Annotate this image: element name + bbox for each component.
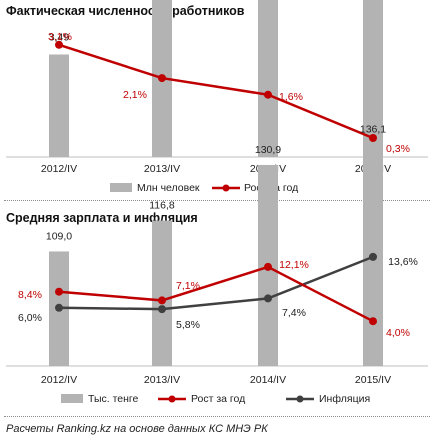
growth-point <box>55 287 63 296</box>
growth-label: 4,0% <box>386 327 410 339</box>
growth-label: 7,1% <box>176 280 200 292</box>
x-tick-label: 2012/IV <box>41 163 77 175</box>
bar-workforce-2014-IV <box>258 0 278 157</box>
growth-point <box>158 296 166 305</box>
legend-growth-marker <box>168 395 176 403</box>
line-growth-series <box>58 265 374 323</box>
x-tick-label: 2014/IV <box>250 374 286 386</box>
growth-point <box>369 317 377 326</box>
inflation-point <box>369 252 377 261</box>
x-tick-label: 2015/IV <box>355 374 391 386</box>
chart-1-title: Фактическая численность работников <box>6 4 245 18</box>
line-inflation-series <box>58 255 374 311</box>
bar-label: 116,8 <box>149 200 175 212</box>
growth-label: 2,1% <box>123 89 147 101</box>
bar-workforce-2015-IV <box>363 0 383 157</box>
growth-label: 1,6% <box>279 91 303 103</box>
inflation-point <box>55 303 63 312</box>
growth-label: 12,1% <box>279 259 309 271</box>
bar-label: 130,9 <box>255 144 281 156</box>
x-tick-label: 2013/IV <box>144 163 180 175</box>
x-tick-label: 2013/IV <box>144 374 180 386</box>
legend-growth-label: Рост за год <box>191 393 245 405</box>
inflation-label: 6,0% <box>18 312 42 324</box>
inflation-label: 7,4% <box>282 307 306 319</box>
growth-point <box>158 74 166 83</box>
inflation-label: 5,8% <box>176 319 200 331</box>
legend-inflation-label: Инфляция <box>319 393 370 405</box>
chart-1-workforce: 3,493,563,623,633,1%2,1%1,6%0,3%2012/IV2… <box>6 0 428 194</box>
growth-point <box>55 40 63 49</box>
bar-label: 109,0 <box>46 230 72 242</box>
legend-growth-marker <box>222 184 230 192</box>
source-note: Расчеты Ranking.kz на основе данных КС М… <box>6 423 268 435</box>
growth-point <box>264 262 272 271</box>
bar-salary-2013-IV <box>152 220 172 366</box>
bar-label: 136,1 <box>360 123 386 135</box>
inflation-label: 13,6% <box>388 256 418 268</box>
bar-workforce-2012-IV <box>49 54 69 157</box>
legend-bar-swatch <box>110 183 132 192</box>
legend-bar-swatch <box>61 394 83 403</box>
x-tick-label: 2012/IV <box>41 374 77 386</box>
bar-label: 3,49 <box>49 31 70 43</box>
growth-point <box>369 134 377 143</box>
inflation-point <box>158 305 166 314</box>
growth-label: 8,4% <box>18 289 42 301</box>
footer-divider <box>4 416 430 417</box>
chart-2-title: Средняя зарплата и инфляция <box>6 211 198 225</box>
legend-bar-label: Млн человек <box>137 182 200 194</box>
growth-label: 0,3% <box>386 143 410 155</box>
growth-label: 3,1% <box>48 31 72 43</box>
chart-divider <box>4 200 430 201</box>
legend-bar-label: Тыс. тенге <box>88 393 139 405</box>
inflation-point <box>264 294 272 303</box>
legend-inflation-marker <box>296 395 304 403</box>
growth-point <box>264 90 272 99</box>
line-growth-series <box>58 43 374 140</box>
